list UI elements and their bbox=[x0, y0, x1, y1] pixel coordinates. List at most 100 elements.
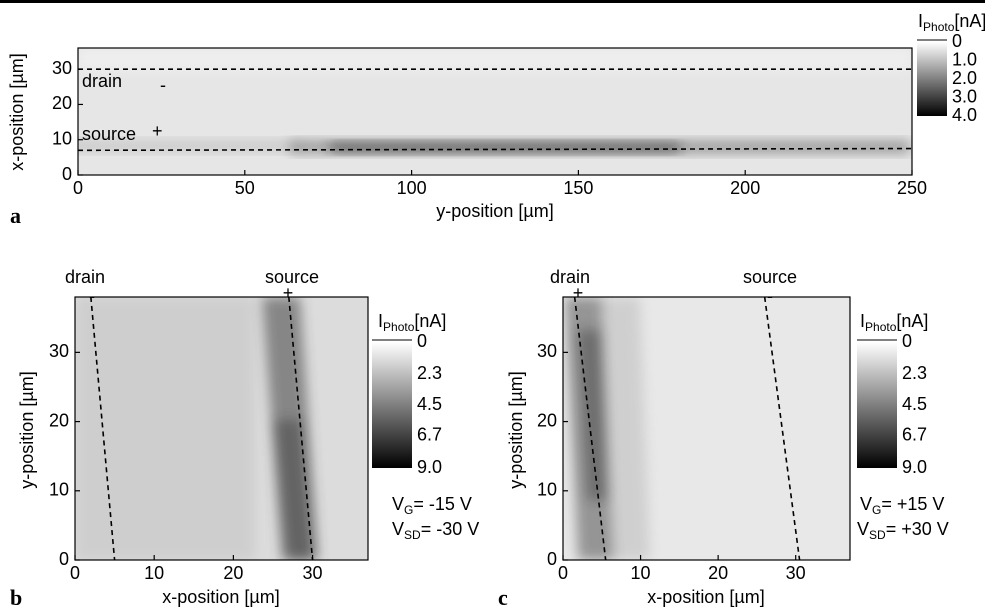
electrode-label: + bbox=[283, 283, 294, 303]
colorbar bbox=[372, 342, 412, 468]
plot-frame bbox=[562, 296, 851, 561]
colorbar-tick-label: 3.0 bbox=[952, 86, 977, 106]
top-rule bbox=[0, 0, 985, 3]
electrode-label: source bbox=[743, 267, 797, 287]
heatmap-image bbox=[78, 48, 912, 175]
y-tick-label: 20 bbox=[49, 410, 69, 430]
y-tick-label: 0 bbox=[547, 549, 557, 569]
x-axis-label: x-position [µm] bbox=[162, 587, 279, 607]
y-tick-label: 20 bbox=[52, 93, 72, 113]
colorbar-tick-label: 0 bbox=[952, 31, 962, 51]
colorbar-tick-label: 9.0 bbox=[902, 457, 927, 477]
symbol: V bbox=[857, 519, 869, 539]
x-tick-label: 50 bbox=[235, 178, 255, 198]
electrode-line bbox=[573, 296, 607, 561]
x-tick-label: 250 bbox=[897, 178, 927, 198]
label-rest: = +30 V bbox=[886, 519, 949, 539]
x-tick-label: 20 bbox=[223, 563, 243, 583]
y-axis-label: x-position [µm] bbox=[7, 53, 27, 170]
symbol: I bbox=[918, 11, 923, 31]
subscripted-label: VSD= -30 V bbox=[392, 519, 479, 542]
label-rest: = -30 V bbox=[421, 519, 480, 539]
y-tick-label: 10 bbox=[49, 480, 69, 500]
colorbar-tick-label: 2.3 bbox=[417, 363, 442, 383]
subscript: Photo bbox=[923, 20, 955, 34]
electrode-line bbox=[77, 147, 913, 152]
subscripted-label: VSD= +30 V bbox=[857, 519, 949, 542]
subscripted-label: IPhoto[nA] bbox=[378, 311, 446, 334]
subscripted-label: IPhoto[nA] bbox=[860, 311, 928, 334]
y-tick-label: 30 bbox=[537, 341, 557, 361]
subscripted-label: VG= -15 V bbox=[392, 494, 472, 517]
heatmap-shade bbox=[330, 143, 680, 152]
x-tick-label: 100 bbox=[397, 178, 427, 198]
subscript: G bbox=[404, 503, 413, 517]
electrode-label: + bbox=[152, 121, 163, 141]
x-tick-label: 30 bbox=[303, 563, 323, 583]
heatmap-image bbox=[75, 297, 368, 560]
electrode-label: - bbox=[89, 286, 95, 306]
subscript: SD bbox=[869, 528, 886, 542]
panel-label: c bbox=[498, 585, 508, 610]
y-tick-label: 30 bbox=[52, 58, 72, 78]
x-tick-label: 200 bbox=[730, 178, 760, 198]
y-tick-label: 20 bbox=[537, 410, 557, 430]
colorbar-tick-label: 4.5 bbox=[417, 394, 442, 414]
symbol: I bbox=[378, 311, 383, 331]
x-tick-label: 10 bbox=[631, 563, 651, 583]
electrode-label: - bbox=[160, 75, 166, 95]
y-tick-label: 10 bbox=[537, 480, 557, 500]
y-tick-label: 0 bbox=[59, 549, 69, 569]
electrode-label: drain bbox=[65, 267, 105, 287]
heatmap-shade bbox=[78, 48, 912, 70]
symbol: V bbox=[392, 519, 404, 539]
y-tick-label: 0 bbox=[62, 164, 72, 184]
colorbar-tick-label: 6.7 bbox=[417, 425, 442, 445]
subscript: Photo bbox=[383, 320, 415, 334]
colorbar-tick-label: 4.5 bbox=[902, 394, 927, 414]
x-tick-label: 0 bbox=[558, 563, 568, 583]
heatmap-shade bbox=[275, 420, 312, 560]
subscripted-label: VG= +15 V bbox=[860, 494, 944, 517]
colorbar-tick-label: 9.0 bbox=[417, 457, 442, 477]
electrode-label: - bbox=[767, 286, 773, 306]
label-rest: [nA] bbox=[954, 11, 985, 31]
colorbar-tick-label: 0 bbox=[902, 331, 912, 351]
heatmap-shade bbox=[78, 141, 300, 151]
label-rest: [nA] bbox=[896, 311, 928, 331]
colorbar-tick-label: 2.0 bbox=[952, 68, 977, 88]
y-tick-label: 30 bbox=[49, 341, 69, 361]
electrode-label: source bbox=[82, 124, 136, 144]
y-tick-label: 10 bbox=[52, 128, 72, 148]
electrode-label: drain bbox=[82, 71, 122, 91]
x-axis-label: y-position [µm] bbox=[436, 201, 553, 221]
colorbar bbox=[917, 42, 947, 116]
x-tick-label: 10 bbox=[144, 563, 164, 583]
electrode-label: source bbox=[265, 267, 319, 287]
y-axis-label: y-position [µm] bbox=[17, 371, 37, 488]
colorbar-tick-label: 0 bbox=[417, 331, 427, 351]
symbol: I bbox=[860, 311, 865, 331]
subscript: Photo bbox=[865, 320, 897, 334]
electrode-label: drain bbox=[550, 267, 590, 287]
electrode-line bbox=[90, 296, 116, 561]
x-axis-label: x-position [µm] bbox=[647, 587, 764, 607]
colorbar-tick-label: 2.3 bbox=[902, 363, 927, 383]
colorbar-tick-label: 4.0 bbox=[952, 105, 977, 125]
label-rest: = +15 V bbox=[881, 494, 944, 514]
y-axis-label: y-position [µm] bbox=[506, 371, 526, 488]
panel-label: b bbox=[10, 585, 22, 610]
x-tick-label: 0 bbox=[73, 178, 83, 198]
subscripted-label: IPhoto[nA] bbox=[918, 11, 985, 34]
heatmap-shade bbox=[75, 297, 255, 560]
plot-frame bbox=[77, 47, 913, 176]
x-tick-label: 0 bbox=[70, 563, 80, 583]
x-tick-label: 20 bbox=[708, 563, 728, 583]
electrode-label: + bbox=[573, 283, 584, 303]
panel-label: a bbox=[10, 203, 21, 228]
colorbar bbox=[857, 342, 897, 468]
heatmap-shade bbox=[578, 330, 606, 500]
heatmap-image bbox=[563, 297, 850, 560]
colorbar-tick-label: 1.0 bbox=[952, 49, 977, 69]
colorbar-tick-label: 6.7 bbox=[902, 425, 927, 445]
